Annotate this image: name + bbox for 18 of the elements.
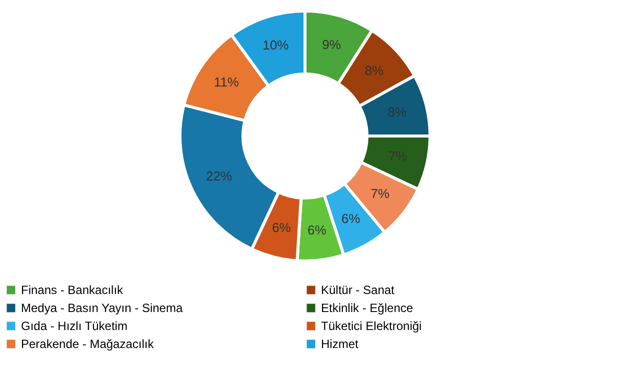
data-label: 9% <box>322 36 342 52</box>
legend-label: Medya - Basın Yayın - Sinema <box>21 301 183 315</box>
data-label: 6% <box>308 222 327 238</box>
legend-label: Etkinlik - Eğlence <box>321 301 414 315</box>
data-label: 7% <box>370 186 390 202</box>
data-label: 8% <box>364 62 384 78</box>
data-label: 22% <box>206 168 232 184</box>
legend-label: Finans - Bankacılık <box>21 283 124 297</box>
legend-label: Kültür - Sanat <box>321 283 396 297</box>
data-label: 10% <box>262 38 290 53</box>
legend-label: Tüketici Elektroniği <box>321 319 422 333</box>
data-label: 6% <box>341 211 361 226</box>
legend-label: Hizmet <box>321 337 359 351</box>
data-label: 8% <box>388 104 407 120</box>
data-label: 11% <box>214 74 240 90</box>
data-label: 6% <box>272 220 292 236</box>
legend-label: Perakende - Mağazacılık <box>21 337 155 351</box>
legend-label: Gıda - Hızlı Tüketim <box>21 319 128 333</box>
